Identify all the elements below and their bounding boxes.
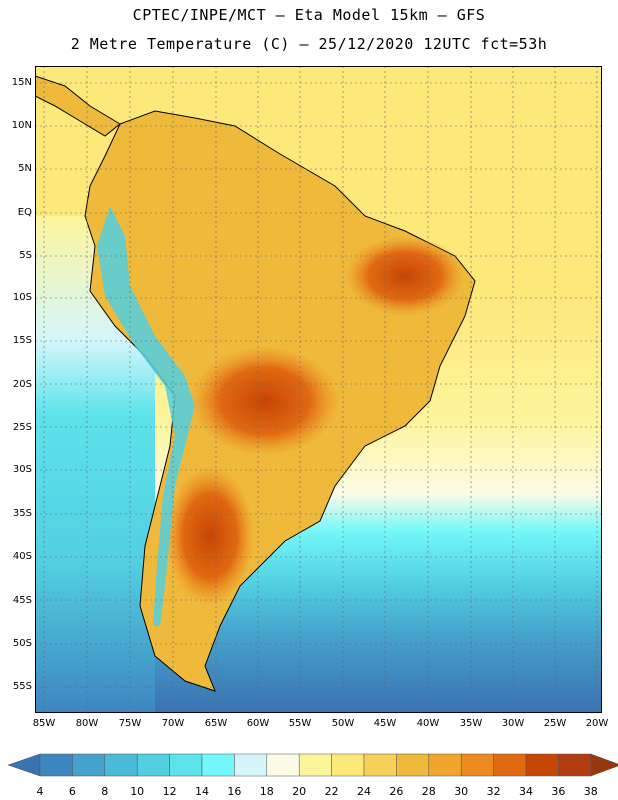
colorbar — [7, 753, 618, 777]
colorbar-swatch — [331, 753, 365, 777]
colorbar-swatch — [72, 753, 106, 777]
colorbar-label: 32 — [486, 785, 501, 798]
andes-cold-band — [97, 206, 195, 626]
colorbar-swatch — [136, 753, 170, 777]
lat-label: 55S — [12, 681, 32, 692]
colorbar-label: 4 — [36, 785, 44, 798]
colorbar-swatch — [396, 753, 430, 777]
colorbar-label: 14 — [195, 785, 209, 798]
lon-label: 75W — [118, 718, 142, 729]
colorbar-label: 30 — [454, 785, 469, 798]
lat-label: 15S — [12, 335, 32, 346]
colorbar-swatch — [460, 753, 494, 777]
colorbar-swatch — [7, 753, 41, 777]
lon-label: 70W — [161, 718, 185, 729]
colorbar-label: 12 — [162, 785, 177, 798]
colorbar-label: 8 — [101, 785, 109, 798]
lat-label: 35S — [12, 508, 32, 519]
heat-core-chaco — [190, 346, 340, 456]
lat-label: 25S — [12, 422, 32, 433]
colorbar-label: 10 — [130, 785, 145, 798]
lon-label: 30W — [501, 718, 525, 729]
colorbar-swatch — [234, 753, 268, 777]
colorbar-label: 20 — [292, 785, 307, 798]
lon-label: 20W — [585, 718, 609, 729]
heat-core-patagonia — [165, 466, 255, 606]
colorbar-label: 34 — [519, 785, 533, 798]
lat-label: 10N — [11, 120, 32, 131]
central-america — [35, 75, 121, 137]
temperature-map — [35, 66, 602, 713]
colorbar-swatch — [493, 753, 527, 777]
lon-label: 60W — [246, 718, 270, 729]
colorbar-swatch — [201, 753, 235, 777]
lon-label: 50W — [331, 718, 355, 729]
lon-label: 25W — [543, 718, 567, 729]
lon-label: 85W — [32, 718, 56, 729]
colorbar-swatch — [266, 753, 300, 777]
lon-label: 80W — [75, 718, 99, 729]
lat-label: EQ — [17, 207, 32, 218]
colorbar-label: 36 — [551, 785, 566, 798]
lat-label: 40S — [12, 551, 32, 562]
lat-label: 5S — [19, 250, 32, 261]
lon-label: 35W — [459, 718, 483, 729]
heat-core-northeast — [345, 236, 465, 316]
map-border — [35, 66, 602, 713]
colorbar-swatch — [39, 753, 73, 777]
colorbar-swatch — [169, 753, 203, 777]
colorbar-label: 18 — [259, 785, 274, 798]
colorbar-swatch — [104, 753, 138, 777]
lat-label: 30S — [12, 464, 32, 475]
map-title: CPTEC/INPE/MCT – Eta Model 15km – GFS — [132, 6, 486, 24]
colorbar-label: 26 — [389, 785, 404, 798]
lat-label: 45S — [12, 595, 32, 606]
lat-label: 10S — [12, 292, 32, 303]
lon-label: 45W — [373, 718, 397, 729]
colorbar-swatch — [558, 753, 592, 777]
colorbar-swatch — [590, 753, 618, 777]
lon-label: 65W — [204, 718, 228, 729]
lon-label: 55W — [288, 718, 312, 729]
colorbar-swatch — [363, 753, 397, 777]
colorbar-swatch — [298, 753, 332, 777]
colorbar-label: 6 — [68, 785, 76, 798]
colorbar-swatch — [525, 753, 559, 777]
colorbar-label: 16 — [227, 785, 242, 798]
lat-label: 50S — [12, 638, 32, 649]
colorbar-label: 22 — [324, 785, 339, 798]
colorbar-label: 28 — [421, 785, 436, 798]
lon-label: 40W — [416, 718, 440, 729]
colorbar-label: 24 — [357, 785, 371, 798]
map-subtitle: 2 Metre Temperature (C) – 25/12/2020 12U… — [70, 35, 548, 53]
lat-label: 5N — [18, 163, 32, 174]
colorbar-swatch — [428, 753, 462, 777]
lat-label: 15N — [11, 77, 32, 88]
lat-label: 20S — [12, 379, 32, 390]
colorbar-label: 38 — [583, 785, 598, 798]
